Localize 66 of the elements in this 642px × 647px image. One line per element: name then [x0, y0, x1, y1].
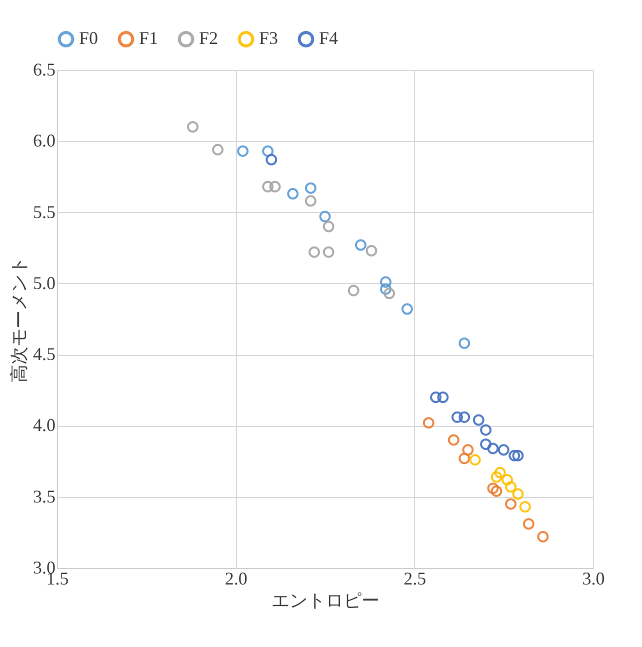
- point: [458, 411, 470, 423]
- point: [437, 392, 449, 403]
- point: [237, 145, 249, 157]
- x-tick-label: 3.0: [582, 568, 605, 588]
- y-axis-title: 高次モーメント: [9, 256, 29, 382]
- point: [487, 442, 499, 454]
- point: [187, 121, 199, 133]
- point: [380, 276, 392, 288]
- legend-label: F0: [79, 28, 98, 48]
- y-tick-label: 5.0: [33, 272, 56, 293]
- y-tick-label: 6.0: [33, 130, 56, 151]
- point: [354, 239, 366, 251]
- point: [472, 414, 484, 426]
- legend-label: F4: [319, 28, 338, 48]
- point: [448, 434, 460, 446]
- point: [384, 288, 396, 300]
- point: [322, 220, 334, 232]
- point: [508, 450, 520, 462]
- point: [490, 471, 502, 483]
- point: [498, 444, 510, 456]
- point: [322, 246, 334, 258]
- point: [512, 488, 524, 500]
- point: [519, 501, 531, 513]
- y-tick-label: 4.0: [33, 415, 56, 436]
- point: [501, 474, 513, 486]
- x-tick-label: 2.5: [404, 568, 426, 588]
- point: [401, 303, 413, 315]
- point: [304, 182, 316, 194]
- x-tick-label: 2.0: [224, 568, 248, 588]
- point: [505, 498, 517, 510]
- point: [287, 188, 299, 200]
- point: [430, 392, 442, 403]
- legend-label: F1: [139, 28, 158, 48]
- point: [512, 450, 524, 462]
- point: [458, 452, 470, 464]
- point: [537, 530, 549, 542]
- point: [366, 244, 378, 256]
- point: [308, 246, 320, 258]
- point: [487, 482, 499, 494]
- point: [212, 144, 224, 156]
- y-tick-label: 5.5: [33, 202, 56, 222]
- point: [480, 424, 492, 436]
- point: [505, 481, 517, 493]
- point: [451, 411, 463, 423]
- point: [480, 438, 492, 450]
- point: [348, 284, 360, 296]
- point: [269, 180, 281, 192]
- point: [490, 485, 502, 497]
- point: [458, 337, 470, 349]
- legend-label: F3: [259, 28, 278, 48]
- point: [522, 518, 534, 530]
- point: [462, 444, 474, 456]
- x-axis-title: エントロピー: [272, 590, 380, 610]
- y-tick-label: 6.5: [33, 60, 56, 80]
- point: [380, 283, 392, 295]
- point: [262, 145, 274, 157]
- point: [266, 154, 278, 166]
- point: [304, 195, 316, 207]
- y-tick-label: 4.5: [33, 344, 56, 364]
- point: [262, 180, 274, 192]
- legend-label: F2: [199, 28, 218, 48]
- point: [494, 466, 506, 478]
- point: [422, 417, 434, 429]
- point: [319, 210, 331, 222]
- point: [469, 454, 481, 466]
- y-tick-label: 3.5: [33, 486, 56, 506]
